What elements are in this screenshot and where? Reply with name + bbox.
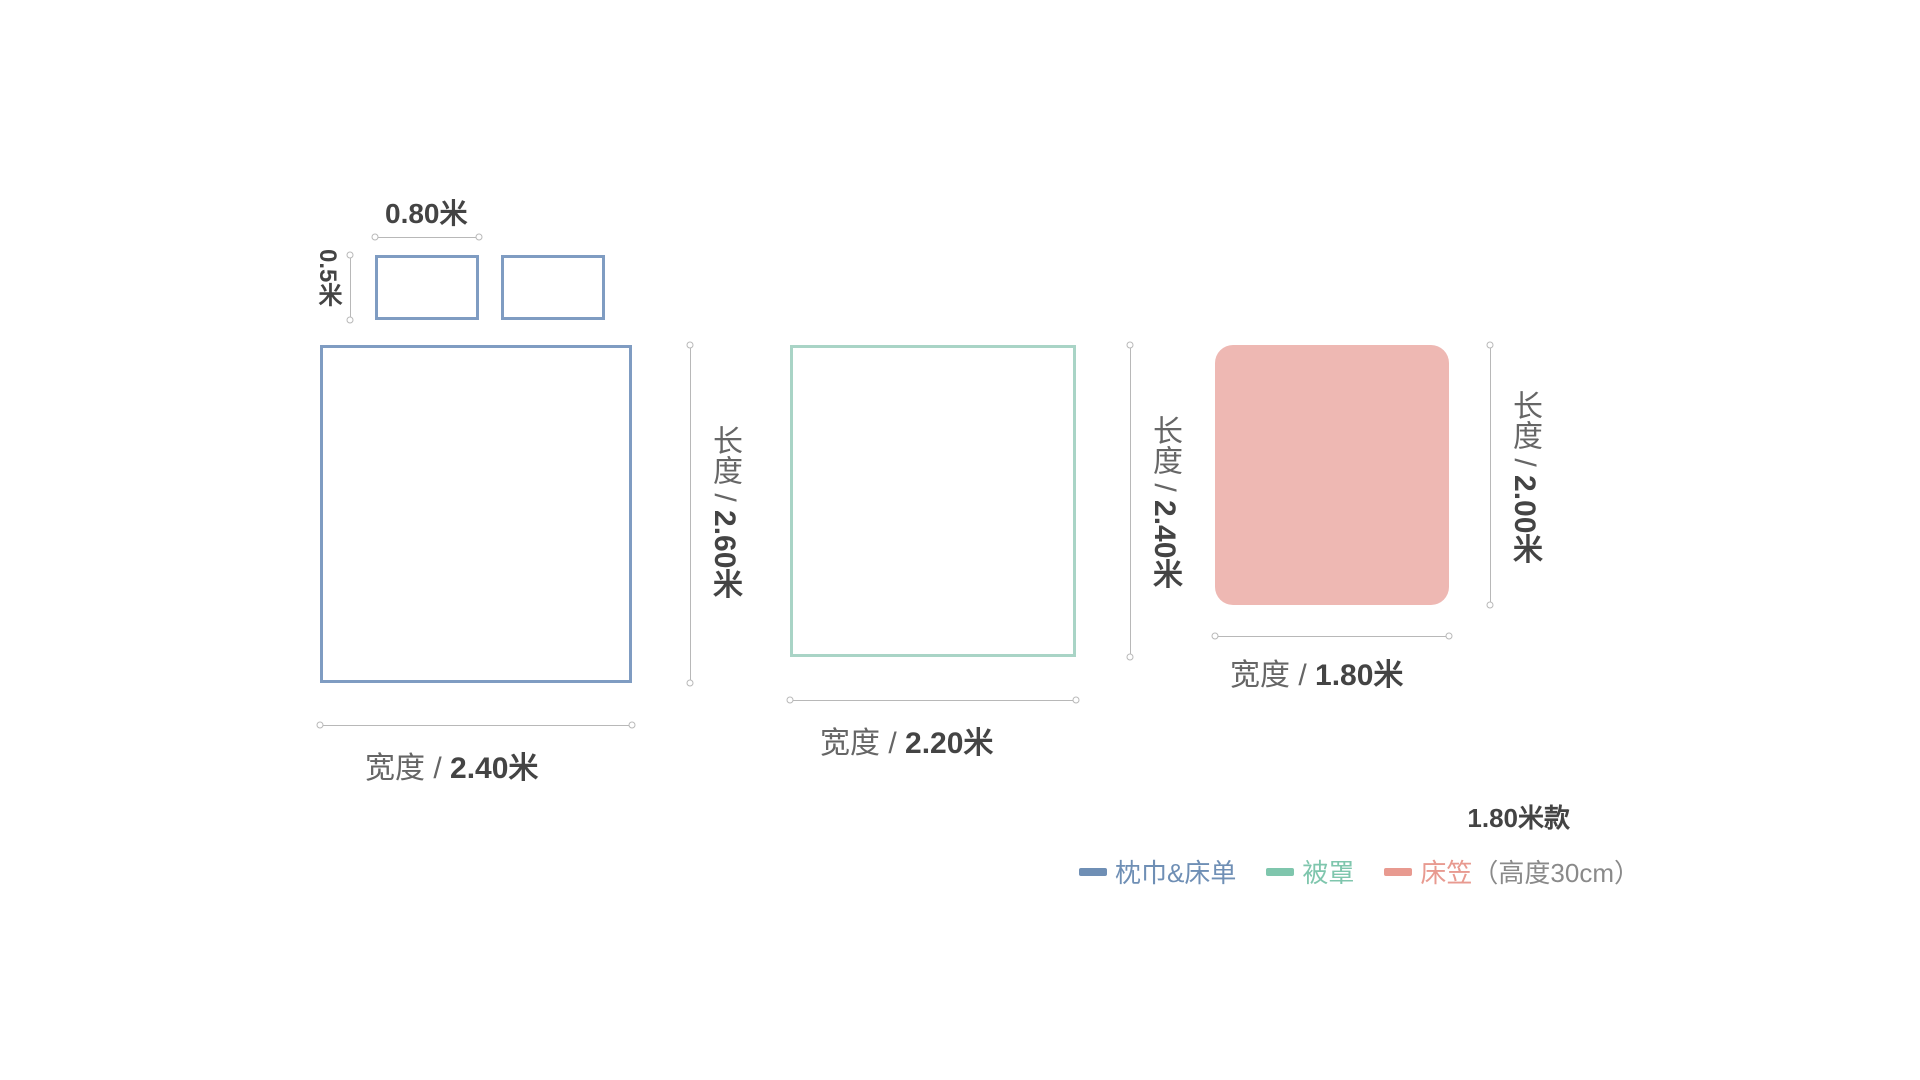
fitted-rect	[1215, 345, 1449, 605]
dimension-tick	[347, 317, 354, 324]
dimension-line	[320, 725, 632, 726]
dimension-tick	[687, 680, 694, 687]
dimension-tick	[629, 722, 636, 729]
dimension-tick	[317, 722, 324, 729]
dimension-tick	[1127, 342, 1134, 349]
sheet-width-label: 宽度 / 2.40米	[365, 743, 538, 787]
fitted-length-label: 长度 / 2.00米	[1502, 390, 1546, 563]
dimension-line	[690, 345, 691, 683]
cover-width-label: 宽度 / 2.20米	[820, 718, 993, 762]
dimension-tick	[1446, 633, 1453, 640]
pillow-width-label: 0.80米	[385, 192, 468, 232]
cover-rect	[790, 345, 1076, 657]
pillow-height-label: 0.5米	[310, 249, 345, 306]
dimension-line	[350, 255, 351, 320]
pillow-1	[375, 255, 479, 320]
footer-size-label: 1.80米款	[1467, 798, 1570, 835]
sheet-length-label: 长度 / 2.60米	[702, 425, 746, 598]
dimension-tick	[1487, 342, 1494, 349]
dimension-tick	[1212, 633, 1219, 640]
dimension-line	[375, 237, 479, 238]
dimension-tick	[372, 234, 379, 241]
dimension-line	[1130, 345, 1131, 657]
dimension-tick	[687, 342, 694, 349]
dimension-line	[790, 700, 1076, 701]
dimension-tick	[476, 234, 483, 241]
dimension-line	[1215, 636, 1449, 637]
dimension-tick	[347, 252, 354, 259]
pillow-2	[501, 255, 605, 320]
dimension-line	[1490, 345, 1491, 605]
dimension-tick	[787, 697, 794, 704]
legend-sheet: 枕巾&床单	[1079, 853, 1236, 890]
legend-cover: 被罩	[1266, 853, 1354, 890]
cover-length-label: 长度 / 2.40米	[1142, 415, 1186, 588]
legend: 枕巾&床单被罩床笠（高度30cm）	[1079, 853, 1640, 890]
dimension-tick	[1073, 697, 1080, 704]
dimension-tick	[1127, 654, 1134, 661]
dimension-tick	[1487, 602, 1494, 609]
sheet-rect	[320, 345, 632, 683]
fitted-width-label: 宽度 / 1.80米	[1230, 650, 1403, 694]
legend-fitted: 床笠（高度30cm）	[1384, 853, 1640, 890]
